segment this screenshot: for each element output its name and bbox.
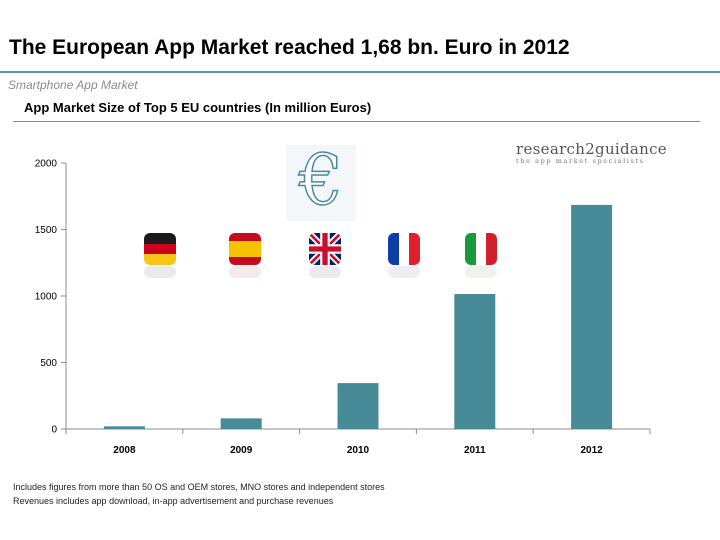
france-flag-icon <box>388 233 420 265</box>
spain-flag-reflection <box>229 266 261 278</box>
y-tick-label: 0 <box>51 425 57 436</box>
bar-2012 <box>571 204 613 429</box>
germany-flag-icon <box>144 233 176 265</box>
uk-flag-reflection <box>309 266 341 278</box>
y-tick-label: 1500 <box>35 225 58 236</box>
footnote-1: Includes figures from more than 50 OS an… <box>13 482 385 492</box>
x-tick-label-2008: 2008 <box>113 445 136 456</box>
chart-title-divider <box>13 121 700 122</box>
page-subtitle: Smartphone App Market <box>8 78 138 92</box>
spain-flag-icon <box>229 233 261 265</box>
germany-flag-reflection <box>144 266 176 278</box>
page-title: The European App Market reached 1,68 bn.… <box>9 36 570 59</box>
x-tick-label-2011: 2011 <box>464 445 486 456</box>
bar-2008 <box>103 426 145 429</box>
title-divider <box>0 71 720 73</box>
france-flag-reflection <box>388 266 420 278</box>
y-tick-label: 500 <box>40 358 57 369</box>
logo-tagline: the app market specialists <box>516 157 645 165</box>
footnote-2: Revenues includes app download, in-app a… <box>13 496 334 506</box>
x-tick-label-2010: 2010 <box>347 445 370 456</box>
y-tick-label: 1000 <box>35 292 58 303</box>
uk-flag-icon <box>309 233 341 265</box>
bar-2011 <box>454 294 496 429</box>
x-tick-label-2012: 2012 <box>580 445 603 456</box>
logo-name: research2guidance <box>516 140 667 158</box>
bar-2009 <box>220 418 262 429</box>
italy-flag-icon <box>465 233 497 265</box>
italy-flag-reflection <box>465 266 497 278</box>
euro-icon: € <box>298 139 344 221</box>
research2guidance-logo: research2guidance the app market special… <box>516 140 667 165</box>
bar-2010 <box>337 383 379 429</box>
footnotes: Includes figures from more than 50 OS an… <box>13 480 385 508</box>
euro-icon-background <box>286 145 356 221</box>
y-tick-label: 2000 <box>35 159 58 170</box>
x-tick-label-2009: 2009 <box>230 445 253 456</box>
chart-title: App Market Size of Top 5 EU countries (I… <box>24 100 372 115</box>
